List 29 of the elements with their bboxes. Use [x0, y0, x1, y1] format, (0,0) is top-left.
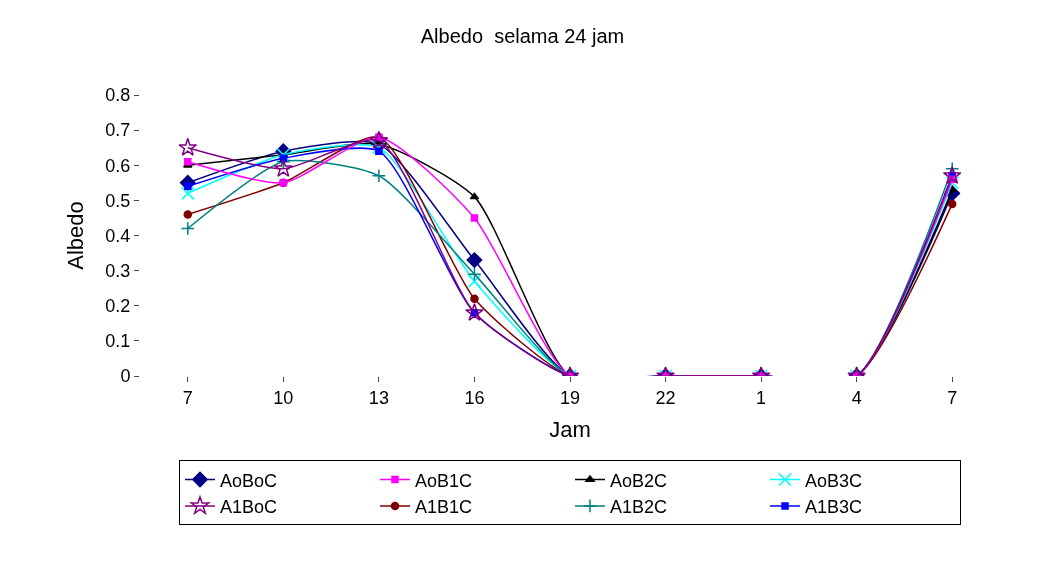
y-tick-label: 0.6 — [105, 155, 131, 176]
x-tick-label: 16 — [464, 387, 485, 408]
y-tick-label: 0 — [120, 366, 131, 387]
y-axis-title: Albedo — [63, 201, 89, 270]
x-axis-title: Jam — [549, 417, 591, 443]
y-tick-label: 0.4 — [105, 225, 131, 246]
x-tick-label: 4 — [851, 387, 862, 408]
legend-label: A1B2C — [610, 496, 668, 517]
y-tick-label: 0.5 — [105, 190, 131, 211]
legend-label: AoB3C — [805, 470, 863, 491]
y-tick-label: 0.7 — [105, 120, 131, 141]
legend-label: A1BoC — [220, 496, 278, 517]
y-tick-label: 0.3 — [105, 260, 131, 281]
legend-label: AoBoC — [220, 470, 278, 491]
x-tick-label: 22 — [655, 387, 676, 408]
x-tick-label: 7 — [947, 387, 958, 408]
legend-label: A1B1C — [415, 496, 473, 517]
x-tick-label: 13 — [368, 387, 389, 408]
x-tick-label: 1 — [756, 387, 767, 408]
chart-title: Albedo selama 24 jam — [420, 25, 625, 48]
y-tick-label: 0.2 — [105, 296, 131, 317]
legend-label: AoB1C — [415, 470, 473, 491]
legend-label: AoB2C — [610, 470, 668, 491]
x-tick-label: 10 — [273, 387, 294, 408]
x-tick-label: 19 — [559, 387, 581, 408]
legend-label: A1B3C — [805, 496, 863, 517]
x-tick-label: 7 — [182, 387, 193, 408]
y-tick-label: 0.1 — [105, 331, 131, 352]
y-tick-label: 0.8 — [105, 85, 131, 106]
